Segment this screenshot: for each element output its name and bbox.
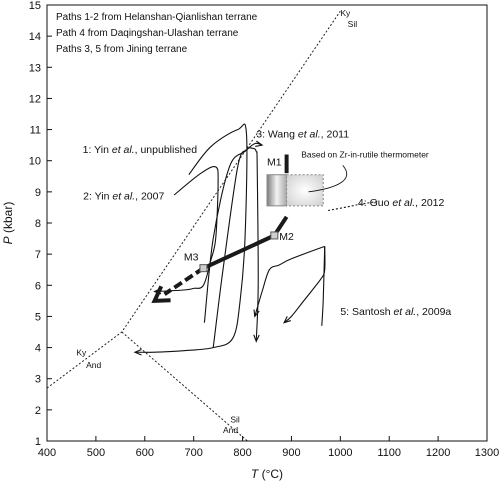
x-axis-unit: (°C) (258, 467, 283, 481)
x-tick-label-600: 600 (136, 447, 154, 459)
x-axis-title: T (°C) (251, 467, 283, 481)
y-tick-label-9: 9 (35, 187, 41, 199)
stage-label-m3: M3 (184, 251, 199, 263)
y-tick-label-5: 5 (35, 311, 41, 323)
y-tick-label-8: 8 (35, 218, 41, 230)
y-axis-unit: (kbar) (1, 202, 15, 237)
y-tick-label-13: 13 (29, 62, 41, 74)
path-5 (254, 245, 325, 317)
path-label-5-em: et al. (393, 306, 416, 318)
path-label-4-em: et al. (392, 197, 415, 209)
path-3b-arrow (253, 334, 260, 343)
y-tick-label-2: 2 (35, 405, 41, 417)
path-label-3-pre: 3: Wang (256, 128, 298, 140)
zircon-box (286, 174, 324, 207)
path-label-5-pre: 5: Santosh (340, 306, 393, 318)
x-tick-label-1100: 1100 (377, 447, 401, 459)
path-5-branch-arrow (283, 316, 291, 324)
phase-label-and: And (86, 360, 101, 370)
path-4 (328, 200, 380, 212)
path-label-3-post: , 2011 (321, 128, 350, 140)
path-label-2-pre: 2: Yin (83, 191, 112, 203)
path-label-2: 2: Yin et al., 2007 (83, 191, 164, 203)
y-tick-label-10: 10 (29, 156, 41, 168)
metamorphic-path (151, 154, 289, 303)
y-tick-label-11: 11 (30, 125, 41, 137)
stage-label-m2: M2 (279, 231, 294, 243)
path-2 (154, 165, 219, 293)
y-tick-label-12: 12 (29, 93, 41, 105)
path-label-1-post: , unpublished (135, 144, 198, 156)
path-3a-arrow (255, 140, 264, 148)
path-5-arrow (253, 309, 260, 318)
y-tick-label-3: 3 (35, 374, 41, 386)
stage-marker-1 (270, 231, 279, 240)
y-tick-label-4: 4 (35, 343, 41, 355)
note-line-2: Path 4 from Daqingshan-Ulashan terrane (56, 28, 239, 39)
stage-label-m1: M1 (267, 156, 282, 168)
path-label-4-post: , 2012 (415, 197, 444, 209)
x-tick-label-1000: 1000 (328, 447, 352, 459)
path-label-3: 3: Wang et al., 2011 (256, 128, 349, 140)
phase-label-and: And (223, 425, 238, 435)
path-label-2-em: et al. (112, 191, 135, 203)
phase-label-ky: Ky (76, 347, 87, 357)
x-tick-label-500: 500 (87, 447, 105, 459)
path-5-branch (283, 246, 326, 324)
y-axis-var: P (1, 236, 15, 244)
stage-marker-2 (199, 264, 208, 273)
path-5-tail (321, 246, 326, 326)
path-label-5: 5: Santosh et al., 2009a (340, 306, 451, 318)
thick-arrow-head (151, 285, 171, 303)
note-line-3: Paths 3, 5 from Jining terrane (56, 44, 188, 55)
y-tick-label-7: 7 (35, 249, 41, 261)
y-tick-label-15: 15 (29, 0, 41, 12)
path-3b (212, 147, 259, 348)
path-label-4-pre: 4: Guo (358, 197, 392, 209)
x-tick-label-700: 700 (184, 447, 202, 459)
thick-segment-3 (202, 233, 276, 271)
thick-arrow-shaft (163, 266, 205, 296)
x-tick-label-400: 400 (38, 447, 56, 459)
path-1 (134, 123, 248, 353)
temperature-boxes (266, 174, 324, 207)
phase-label-sil: Sil (348, 19, 358, 29)
x-axis: 400 500 600 700 800 900 1000 1100 1200 1300 (38, 436, 499, 459)
path-label-2-post: , 2007 (135, 191, 164, 203)
path-label-1-em: et al. (112, 144, 135, 156)
x-tick-label-800: 800 (233, 447, 251, 459)
zircon-leader (308, 165, 348, 193)
x-axis-var: T (251, 467, 260, 481)
path-label-1-pre: 1: Yin (83, 144, 112, 156)
m1-box (266, 174, 288, 207)
path-label-4: 4: Guo et al., 2012 (358, 197, 445, 209)
phase-label-ky: Ky (340, 8, 351, 18)
stage-labels: M1 M2 M3 (184, 156, 294, 263)
y-axis-title: P (kbar) (1, 202, 15, 245)
y-tick-label-6: 6 (35, 280, 41, 292)
path-label-1: 1: Yin et al., unpublished (83, 144, 198, 156)
note-line-1: Paths 1-2 from Helanshan-Qianlishan terr… (56, 12, 258, 23)
x-tick-label-900: 900 (282, 447, 300, 459)
x-tick-label-1300: 1300 (475, 447, 499, 459)
zircon-label: Based on Zr-in-rutile thermometer (301, 150, 429, 160)
path-label-3-em: et al. (298, 128, 321, 140)
reaction-lines (46, 10, 341, 442)
path-1-arrow (133, 349, 142, 356)
y-tick-label-14: 14 (29, 31, 41, 43)
y-tick-label-1: 1 (35, 436, 41, 448)
phase-label-sil: Sil (230, 414, 240, 424)
x-tick-label-1200: 1200 (426, 447, 450, 459)
path-3a (203, 142, 263, 323)
plot-frame (46, 4, 488, 442)
pt-paths (133, 123, 380, 356)
path-label-5-post: , 2009a (416, 306, 451, 318)
